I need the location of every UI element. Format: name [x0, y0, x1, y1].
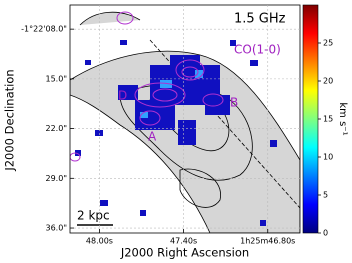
colorbar-tick-label: 20 [323, 77, 333, 86]
colorbar [302, 4, 319, 234]
y-tick-label: -1°22'08.0" [21, 25, 67, 34]
annotation: A [148, 130, 157, 144]
x-axis-label: J2000 Right Ascension [120, 246, 249, 260]
x-tick-label: 1h25m46.80s [240, 237, 295, 246]
annotation: 2 kpc [77, 209, 110, 223]
colorbar-tick-label: 0 [323, 229, 328, 238]
colorbar-tick-label: 25 [323, 39, 333, 48]
colorbar-tick-label: 5 [323, 191, 328, 200]
y-tick-label: 15.0" [46, 74, 68, 83]
y-tick-label: 29.0" [46, 174, 68, 183]
colorbar-label: km s⁻¹ [337, 102, 348, 135]
x-tick-label: 47.40s [170, 237, 197, 246]
annotation: D [118, 89, 127, 103]
x-tick-label: 48.00s [86, 237, 113, 246]
plot-frame [69, 4, 301, 234]
colorbar-tick-label: 10 [323, 153, 333, 162]
y-tick-label: 36.0" [46, 224, 68, 233]
y-tick-label: 22.0" [46, 124, 68, 133]
annotation: CO(1-0) [234, 43, 281, 57]
annotation: 1.5 GHz [234, 12, 286, 27]
y-axis-label: J2000 Declination [3, 69, 17, 171]
colorbar-tick-label: 15 [323, 115, 333, 124]
annotation: B [230, 96, 238, 110]
map-image [70, 5, 300, 233]
